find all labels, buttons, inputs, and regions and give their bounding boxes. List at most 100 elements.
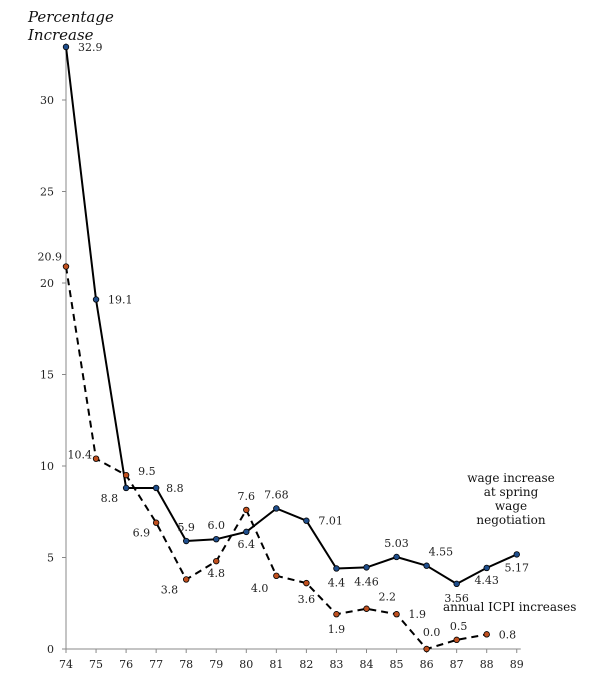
wage-data-point <box>453 580 460 588</box>
x-tick-label: 87 <box>450 658 464 671</box>
x-tick-label: 81 <box>269 658 283 671</box>
icpi-data-point <box>243 506 250 514</box>
icpi-data-point <box>483 631 490 638</box>
icpi-data-point <box>182 576 190 583</box>
icpi-data-label: 3.6 <box>298 593 316 606</box>
y-axis-label-line2: Increase <box>27 26 94 44</box>
wage-data-point <box>483 564 490 572</box>
icpi-series-line <box>65 266 487 650</box>
wage-data-label: 5.17 <box>505 561 530 574</box>
icpi-data-point <box>92 455 100 462</box>
wage-data-point <box>182 537 190 545</box>
icpi-data-point <box>393 611 400 618</box>
y-tick-label: 0 <box>47 643 54 656</box>
x-tick-label: 85 <box>390 658 404 671</box>
wage-data-label: 5.03 <box>384 537 409 550</box>
x-tick-label: 76 <box>119 658 133 671</box>
wage-data-point <box>62 43 70 51</box>
x-tick-label: 74 <box>59 658 73 671</box>
y-tick-label: 30 <box>40 94 54 107</box>
icpi-data-point <box>363 605 370 612</box>
wage-annotation-line2: at spring <box>484 485 539 499</box>
x-tick-label: 78 <box>179 658 193 671</box>
x-tick-label: 79 <box>209 658 223 671</box>
x-axis-ticks: 74 75 76 77 78 79 80 81 82 83 84 85 86 87 88 89 <box>59 649 524 671</box>
wage-data-label: 6.4 <box>238 538 256 551</box>
data-labels: 32.9 19.1 8.8 8.8 5.9 6.0 6.4 7.68 7.01 4.4 4.46 5.… <box>38 41 530 641</box>
wage-data-label: 6.0 <box>208 519 226 532</box>
icpi-data-point <box>62 263 70 270</box>
icpi-data-label: 2.2 <box>379 591 397 604</box>
icpi-data-label: 4.0 <box>251 582 269 595</box>
x-tick-label: 84 <box>360 658 374 671</box>
y-tick-label: 15 <box>40 369 54 382</box>
x-tick-label: 83 <box>329 658 343 671</box>
icpi-data-point <box>152 519 160 526</box>
icpi-data-label: 9.5 <box>138 465 156 478</box>
wage-data-label: 19.1 <box>108 293 133 306</box>
icpi-data-point <box>333 611 340 618</box>
wage-data-label: 4.43 <box>474 574 499 587</box>
icpi-data-label: 10.4 <box>68 449 93 462</box>
x-tick-label: 82 <box>299 658 313 671</box>
wage-data-label: 8.8 <box>166 482 184 495</box>
wage-data-point <box>273 505 280 512</box>
y-tick-label: 20 <box>40 277 54 290</box>
icpi-data-label: 20.9 <box>38 251 63 264</box>
wage-data-point <box>423 562 430 569</box>
icpi-data-point <box>273 572 280 579</box>
wage-data-point <box>393 553 400 561</box>
wage-data-label: 4.55 <box>429 546 454 559</box>
x-tick-label: 89 <box>510 658 524 671</box>
y-tick-label: 10 <box>40 460 54 473</box>
x-tick-label: 77 <box>149 658 163 671</box>
x-tick-label: 80 <box>239 658 253 671</box>
y-axis-label-line1: Percentage <box>27 8 114 26</box>
wage-annotation-line1: wage increase <box>467 471 555 485</box>
icpi-data-label: 4.8 <box>208 567 226 580</box>
wage-data-label: 3.56 <box>444 592 469 605</box>
icpi-data-label: 1.9 <box>409 608 427 621</box>
x-tick-label: 86 <box>420 658 434 671</box>
icpi-data-label: 3.8 <box>161 583 179 596</box>
icpi-data-label: 0.0 <box>423 626 441 639</box>
wage-data-label: 8.8 <box>101 492 119 505</box>
icpi-data-label: 6.9 <box>133 527 151 540</box>
icpi-data-label: 7.6 <box>238 490 256 503</box>
icpi-data-point <box>303 579 310 587</box>
wage-data-point <box>152 484 160 492</box>
wage-data-point <box>303 517 310 524</box>
wage-data-point <box>363 564 370 571</box>
icpi-data-label: 1.9 <box>328 623 346 636</box>
x-tick-label: 88 <box>480 658 494 671</box>
wage-data-point <box>122 484 130 492</box>
wage-annotation-line4: negotiation <box>476 513 545 527</box>
x-tick-label: 75 <box>89 658 103 671</box>
wage-data-point <box>92 296 100 303</box>
icpi-data-label: 0.8 <box>499 628 517 641</box>
wage-series-annotation: wage increase at spring wage negotiation <box>467 471 555 527</box>
y-tick-label: 5 <box>47 552 54 565</box>
wage-series-line <box>65 46 518 585</box>
icpi-data-label: 0.5 <box>450 620 468 633</box>
wage-data-label: 4.46 <box>354 575 379 588</box>
wage-data-label: 32.9 <box>78 41 103 54</box>
wage-data-label: 7.01 <box>318 515 343 528</box>
icpi-data-point <box>453 636 460 644</box>
axes <box>65 43 521 650</box>
wage-data-label: 7.68 <box>264 488 289 501</box>
wage-data-label: 4.4 <box>328 576 346 589</box>
series-points <box>62 43 520 653</box>
wage-data-point <box>243 528 250 536</box>
wage-data-point <box>213 536 220 543</box>
y-axis-ticks: 0 5 10 15 20 25 30 <box>40 94 66 656</box>
icpi-data-point <box>122 471 130 479</box>
wage-data-point <box>333 565 340 572</box>
icpi-data-point <box>213 557 220 565</box>
wage-data-point <box>513 551 520 558</box>
wage-annotation-line3: wage <box>495 499 527 513</box>
y-tick-label: 25 <box>40 186 54 199</box>
icpi-data-point <box>423 645 430 653</box>
wage-data-label: 5.9 <box>177 521 195 534</box>
